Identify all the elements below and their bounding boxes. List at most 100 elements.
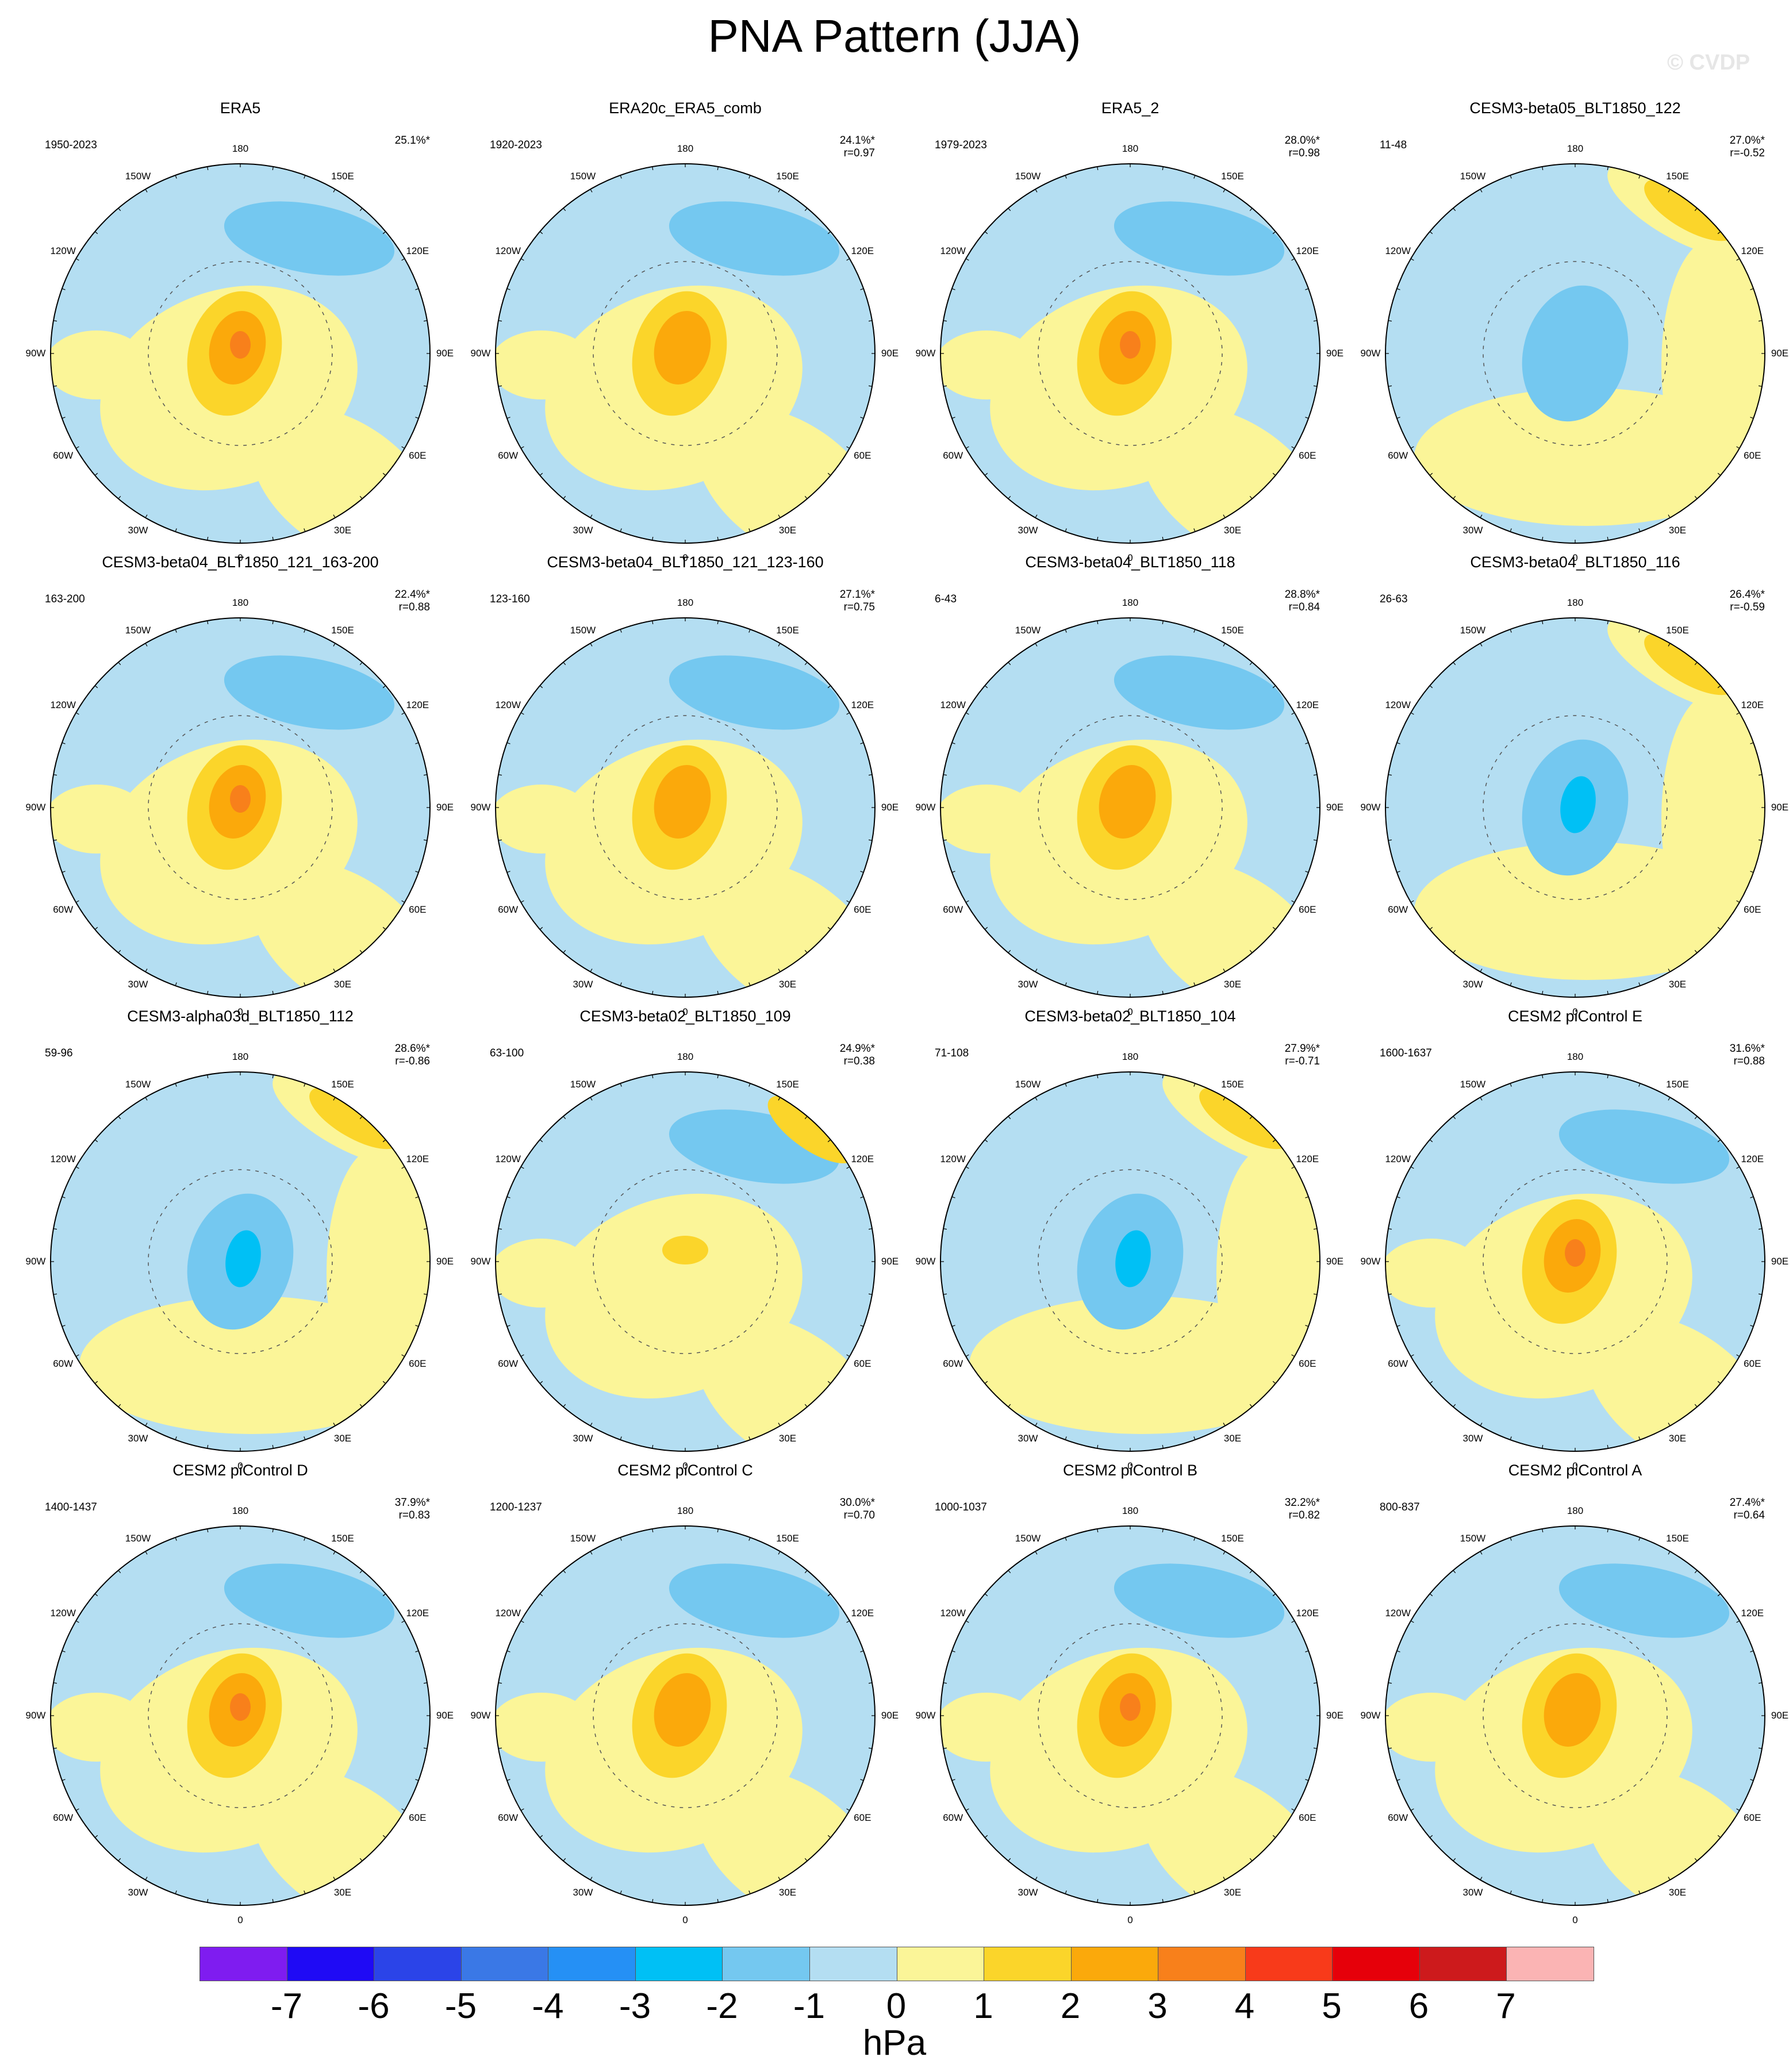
explained-variance: 27.4%* [1729, 1497, 1765, 1509]
lon-tick [827, 1593, 831, 1597]
lon-label: 60E [1299, 904, 1316, 915]
lon-label: 180 [1122, 597, 1139, 608]
panel-period: 6-43 [935, 593, 957, 605]
lon-tick [333, 514, 336, 518]
lon-tick [382, 685, 386, 689]
lon-label: 60E [1299, 1812, 1316, 1823]
lon-tick [846, 1166, 850, 1169]
lon-tick [1193, 1537, 1196, 1541]
lon-tick [563, 1858, 566, 1862]
colorbar-tick-label: 5 [1322, 1986, 1342, 2026]
lon-label: 90W [470, 1710, 491, 1721]
lon-tick [539, 231, 543, 235]
lon-tick [1429, 927, 1433, 930]
field-layer [1385, 164, 1765, 543]
lon-tick [75, 1620, 79, 1623]
map-panel: CESM3-beta04_BLT1850_116 26-63 26.4%* r=-0.… [1357, 552, 1789, 1017]
lon-tick [1162, 1444, 1164, 1449]
lon-tick [1542, 1444, 1544, 1449]
positive-anomaly-region [51, 785, 148, 854]
lon-tick [1542, 1074, 1544, 1079]
lon-label: 30E [333, 1887, 352, 1898]
lon-tick [1638, 629, 1641, 633]
lon-tick [965, 1166, 969, 1169]
lon-tick [1396, 1779, 1400, 1781]
colorbar-tick-label: -7 [270, 1986, 303, 2026]
lon-tick [1510, 1890, 1512, 1894]
lon-label: 120E [851, 1608, 874, 1619]
lon-tick [1162, 1074, 1164, 1079]
lon-label: 90W [1360, 802, 1381, 813]
map-panel: CESM2 piControl A 800-837 27.4%* r=0.64 180 1… [1357, 1460, 1789, 1925]
lon-tick [563, 1116, 566, 1120]
lon-label: 30E [778, 979, 797, 990]
lon-tick [1193, 982, 1196, 986]
lon-label: 150E [1221, 1078, 1244, 1090]
pattern-correlation: r=0.83 [398, 1509, 430, 1521]
polar-map [50, 163, 431, 544]
explained-variance: 28.6%* [394, 1043, 430, 1055]
lon-tick [1223, 1877, 1226, 1881]
lon-tick [401, 900, 405, 903]
lon-tick [1717, 1381, 1721, 1384]
lon-tick [1453, 207, 1456, 212]
lon-tick [1035, 643, 1038, 647]
lon-tick [1510, 982, 1512, 986]
lon-tick [1291, 1166, 1295, 1169]
lon-label: 150E [331, 624, 354, 636]
lon-tick [1223, 1423, 1226, 1427]
colorbar-tick-label: 4 [1234, 1986, 1255, 2026]
colorbar-units: hPa [862, 2023, 927, 2063]
coastline [1038, 1623, 1223, 1808]
lon-label: 150W [125, 1532, 151, 1544]
lon-tick [272, 1898, 274, 1903]
lon-label: 60E [1744, 450, 1761, 461]
lon-tick [1694, 662, 1698, 666]
lon-label: 180 [1122, 1051, 1139, 1062]
lon-tick [1510, 1537, 1512, 1541]
lon-label: 180 [1122, 1505, 1139, 1516]
map-panel: CESM3-alpha03d_BLT1850_112 59-96 28.6%* r=-… [22, 1006, 459, 1471]
lon-tick [1065, 175, 1067, 179]
lon-label: 120W [50, 1608, 76, 1619]
lon-tick [860, 742, 864, 744]
field-layer [940, 618, 1320, 997]
lon-label: 60W [53, 1358, 74, 1369]
lon-tick [1453, 1858, 1456, 1862]
map-panel: CESM3-beta04_BLT1850_121_163-200 163-200 2… [22, 552, 459, 1017]
lon-tick [520, 1808, 524, 1811]
lon-tick [62, 1325, 66, 1327]
map-panel: ERA5 1950-2023 25.1%* 180 150E 120E 90E 60E 30E 0… [22, 98, 459, 563]
lon-tick [1065, 1436, 1067, 1440]
lon-tick [272, 1444, 274, 1449]
lon-label: 90E [1326, 1256, 1344, 1267]
lon-tick [1272, 472, 1276, 476]
lon-label: 60E [854, 1812, 872, 1823]
lon-tick [94, 1381, 98, 1384]
lon-tick [827, 1381, 831, 1384]
lon-tick [1750, 417, 1754, 419]
panel-period: 63-100 [490, 1047, 524, 1059]
lon-label: 150W [1015, 624, 1041, 636]
lon-label: 30W [1018, 979, 1038, 990]
lon-tick [590, 514, 593, 518]
explained-variance: 22.4%* [394, 589, 430, 601]
lon-tick [1305, 417, 1309, 419]
lon-tick [415, 1196, 419, 1198]
lon-tick [62, 288, 66, 290]
lon-tick [984, 1139, 988, 1143]
lon-label: 0 [1572, 552, 1578, 563]
lon-tick [1542, 1528, 1544, 1533]
lon-tick [1542, 620, 1544, 625]
lon-label: 180 [1122, 143, 1139, 154]
lon-tick [748, 528, 751, 532]
lon-label: 30W [573, 979, 593, 990]
lon-tick [652, 166, 654, 171]
positive-anomaly-region [51, 1693, 148, 1762]
lon-tick [1694, 949, 1698, 954]
pattern-correlation: r=0.88 [1733, 1055, 1765, 1067]
panel-stats: 27.0%* r=-0.52 [1702, 134, 1765, 160]
panel-period: 1200-1237 [490, 1501, 542, 1513]
lon-label: 90E [436, 1256, 454, 1267]
lon-label: 0 [682, 552, 688, 563]
